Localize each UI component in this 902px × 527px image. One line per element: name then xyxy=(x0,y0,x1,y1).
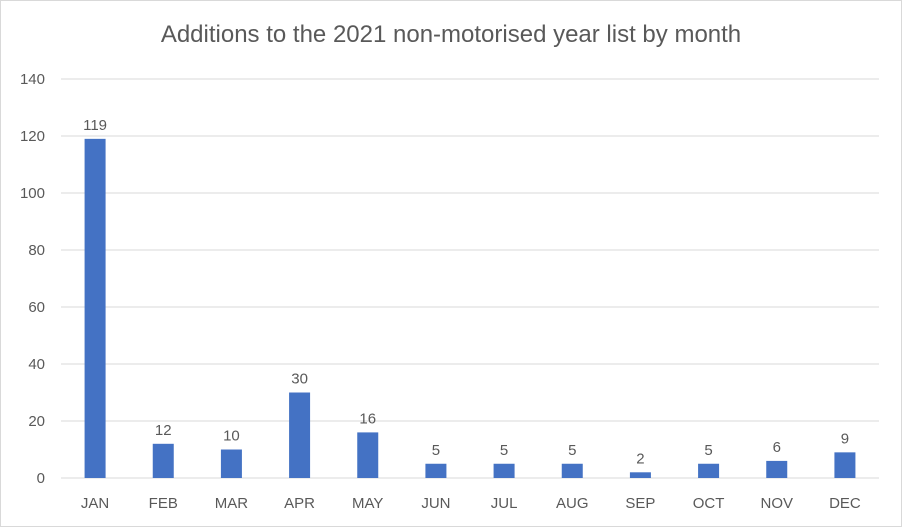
data-label-mar: 10 xyxy=(223,428,240,445)
data-label-sep: 2 xyxy=(636,450,644,467)
data-label-dec: 9 xyxy=(841,430,849,447)
data-label-jan: 119 xyxy=(83,117,107,134)
x-tick-label-sep: SEP xyxy=(625,495,655,512)
bar-aug xyxy=(561,463,583,478)
bar-oct xyxy=(698,463,720,478)
bar-feb xyxy=(152,443,174,478)
x-tick-label-apr: APR xyxy=(284,495,315,512)
bar-jun xyxy=(425,463,447,478)
x-tick-label-mar: MAR xyxy=(215,495,249,512)
x-tick-label-jun: JUN xyxy=(421,495,450,512)
y-tick-label: 20 xyxy=(28,413,45,430)
bar-nov xyxy=(766,460,788,478)
y-tick-label: 140 xyxy=(20,71,45,88)
data-label-aug: 5 xyxy=(568,442,576,459)
y-tick-label: 80 xyxy=(28,242,45,259)
bar-sep xyxy=(629,472,651,478)
x-tick-label-jan: JAN xyxy=(81,495,109,512)
bar-jan xyxy=(84,138,106,478)
data-label-apr: 30 xyxy=(291,371,308,388)
x-tick-label-dec: DEC xyxy=(829,495,861,512)
data-label-oct: 5 xyxy=(704,442,712,459)
data-label-jul: 5 xyxy=(500,442,508,459)
bar-jul xyxy=(493,463,515,478)
data-label-jun: 5 xyxy=(432,442,440,459)
y-tick-label: 40 xyxy=(28,356,45,373)
x-tick-label-oct: OCT xyxy=(693,495,725,512)
bar-apr xyxy=(289,392,311,478)
data-label-feb: 12 xyxy=(155,422,172,439)
data-label-may: 16 xyxy=(359,410,376,427)
y-tick-label: 120 xyxy=(20,128,45,145)
x-tick-label-nov: NOV xyxy=(760,495,793,512)
x-tick-label-feb: FEB xyxy=(149,495,178,512)
x-tick-label-jul: JUL xyxy=(491,495,518,512)
chart-title: Additions to the 2021 non-motorised year… xyxy=(160,21,742,48)
y-tick-label: 0 xyxy=(37,470,45,487)
bar-may xyxy=(357,432,379,478)
bar-mar xyxy=(220,449,242,478)
bar-dec xyxy=(834,452,856,478)
data-label-nov: 6 xyxy=(773,439,781,456)
y-tick-label: 100 xyxy=(20,185,45,202)
x-tick-label-may: MAY xyxy=(352,495,383,512)
y-tick-label: 60 xyxy=(28,299,45,316)
x-tick-label-aug: AUG xyxy=(556,495,589,512)
